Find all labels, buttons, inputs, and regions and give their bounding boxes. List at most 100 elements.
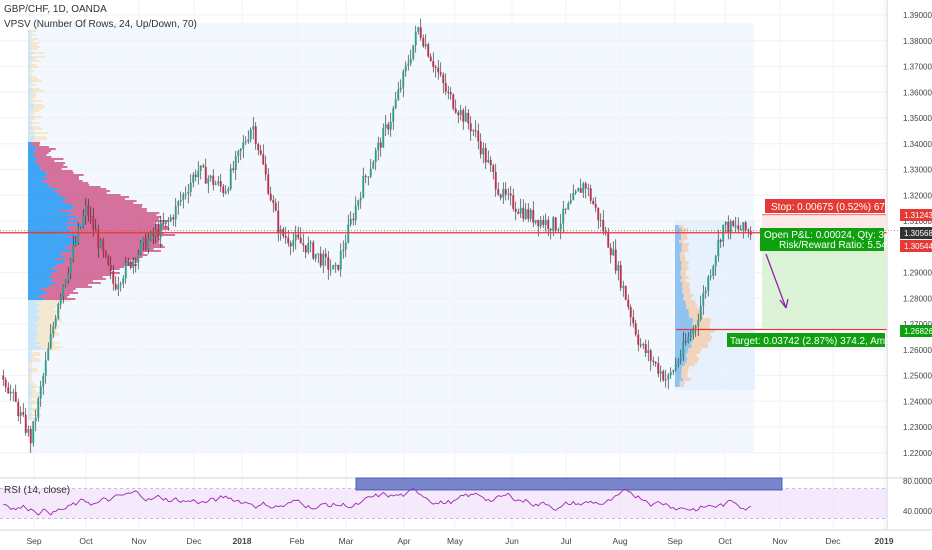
target-label-box[interactable]: Target: 0.03742 (2.87%) 374.2, Amount: 2…	[727, 333, 918, 347]
profile-bar-up	[28, 370, 32, 372]
profile-bar-up	[28, 146, 36, 148]
profile-bar-down	[29, 406, 32, 408]
candle-body	[122, 278, 125, 284]
profile-bar-up	[28, 204, 73, 206]
profile-bar-up	[28, 238, 74, 240]
profile-bar-down	[71, 212, 160, 214]
candle-body	[597, 207, 600, 221]
profile-bar-down	[72, 250, 161, 252]
time-tick-label: Sep	[26, 536, 41, 546]
candle-body	[644, 344, 647, 354]
candle-body	[99, 240, 102, 248]
profile-bar-up	[28, 80, 33, 82]
position-lines	[0, 214, 900, 331]
profile-bar-up	[675, 291, 683, 294]
profile-bar-down	[682, 285, 690, 288]
candle-body	[604, 231, 607, 233]
profile-bar-up	[28, 378, 30, 380]
candle-body	[547, 219, 550, 229]
profile-bar-up	[28, 160, 35, 162]
stop-label-box[interactable]: Stop: 0.00675 (0.52%) 67.5, Amount: 7	[765, 199, 932, 213]
candle-body	[39, 386, 42, 399]
profile-bar-up	[28, 404, 30, 406]
candle-body	[317, 253, 320, 255]
candle-body	[452, 94, 455, 109]
profile-bar-up	[675, 228, 682, 231]
profile-bar-down	[687, 351, 700, 354]
candle-body	[4, 379, 7, 388]
candle-body	[427, 44, 430, 57]
candle-body	[494, 172, 497, 190]
candle-body	[619, 265, 622, 288]
candle-body	[657, 363, 660, 374]
profile-bar-down	[31, 94, 37, 96]
profile-bar-down	[38, 320, 62, 322]
candle-body	[502, 188, 505, 198]
candle-body	[89, 215, 92, 217]
profile-bar-up	[28, 330, 37, 332]
profile-bar-up	[28, 98, 30, 100]
candle-body	[719, 239, 722, 242]
candle-body	[87, 205, 90, 216]
profile-bar-up	[28, 196, 64, 198]
candle-body	[297, 234, 300, 238]
profile-bar-up	[28, 392, 33, 394]
candle-body	[399, 87, 402, 90]
current-price-tag: 1.30568	[900, 227, 932, 239]
pnl-label-box[interactable]: Open P&L: 0.00024, Qty: 37037 Risk/Rewar…	[760, 228, 907, 251]
profile-bar-up	[28, 218, 70, 220]
profile-bar-up	[28, 306, 38, 308]
time-tick-label: Feb	[290, 536, 305, 546]
profile-bar-up	[28, 40, 30, 42]
candle-body	[434, 66, 437, 68]
candle-body	[37, 398, 40, 419]
candle-body	[592, 200, 595, 205]
candle-body	[392, 108, 395, 122]
profile-bar-down	[30, 76, 37, 78]
candle-body	[354, 205, 357, 221]
candle-body	[129, 261, 132, 268]
candle-body	[249, 129, 252, 140]
candle-body	[549, 228, 552, 231]
candle-body	[329, 269, 332, 271]
profile-bar-down	[679, 255, 685, 258]
profile-bar-up	[28, 124, 30, 126]
candle-body	[517, 211, 520, 214]
candle-body	[709, 276, 712, 278]
profile-bar-up	[675, 378, 684, 381]
profile-bar-up	[28, 356, 31, 358]
profile-bar-down	[691, 342, 708, 345]
profile-bar-down	[29, 416, 32, 418]
profile-bar-up	[675, 366, 683, 369]
profile-bar-down	[35, 148, 56, 150]
profile-bar-down	[30, 144, 40, 146]
candle-body	[477, 130, 480, 142]
profile-bar-down	[37, 306, 57, 308]
rsi-overlay-box	[355, 477, 783, 491]
candle-body	[599, 219, 602, 221]
candle-body	[124, 262, 127, 279]
profile-bar-down	[29, 54, 32, 56]
profile-bar-down	[33, 90, 46, 92]
profile-bar-up	[28, 408, 32, 410]
profile-bar-up	[28, 388, 31, 390]
profile-bar-up	[28, 400, 31, 402]
profile-bar-up	[675, 225, 680, 228]
profile-bar-down	[82, 224, 164, 226]
candle-body	[407, 63, 410, 66]
profile-bar-up	[28, 384, 31, 386]
profile-bar-down	[31, 358, 40, 360]
profile-bar-down	[37, 164, 64, 166]
indicator-title: VPSV (Number Of Rows, 24, Up/Down, 70)	[4, 19, 197, 30]
candle-body	[489, 159, 492, 166]
profile-bar-down	[29, 412, 32, 414]
profile-bar-up	[28, 84, 31, 86]
candle-body	[24, 414, 27, 433]
profile-bar-down	[30, 30, 37, 32]
profile-bar-up	[675, 276, 682, 279]
stop-label: Stop: 0.00675 (0.52%) 67.5, Amount: 7	[771, 202, 932, 213]
profile-bar-down	[32, 88, 41, 90]
candle-body	[189, 182, 192, 193]
profile-bar-up	[28, 52, 35, 54]
